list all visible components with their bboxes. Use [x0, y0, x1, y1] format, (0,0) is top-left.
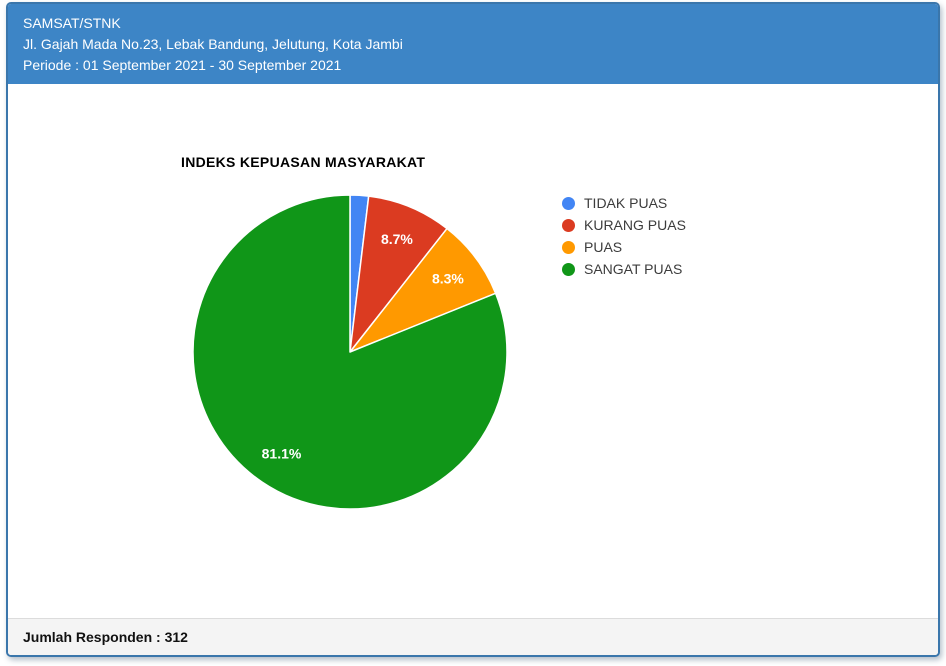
report-card: SAMSAT/STNK Jl. Gajah Mada No.23, Lebak …	[6, 2, 940, 657]
legend-item-tidak-puas: TIDAK PUAS	[562, 192, 686, 214]
legend-label: PUAS	[584, 239, 623, 255]
chart-title: INDEKS KEPUASAN MASYARAKAT	[181, 154, 426, 170]
pie-chart: 8.7% 8.3% 81.1%	[190, 192, 510, 512]
report-period: Periode : 01 September 2021 - 30 Septemb…	[23, 57, 342, 73]
pie-slice-sangat-puas[interactable]	[192, 194, 508, 510]
legend-item-puas: PUAS	[562, 236, 686, 258]
respondent-count: Jumlah Responden : 312	[23, 629, 188, 645]
pie-chart-svg: 8.7%8.3%81.1%	[192, 194, 508, 510]
legend-swatch	[562, 240, 575, 254]
legend-swatch	[562, 196, 575, 210]
chart-legend: TIDAK PUAS KURANG PUAS PUAS SANGAT PUAS	[562, 192, 686, 280]
legend-swatch	[562, 218, 575, 232]
legend-label: KURANG PUAS	[584, 217, 686, 233]
legend-label: TIDAK PUAS	[584, 195, 668, 211]
legend-item-sangat-puas: SANGAT PUAS	[562, 258, 686, 280]
service-address: Jl. Gajah Mada No.23, Lebak Bandung, Jel…	[23, 36, 403, 52]
legend-item-kurang-puas: KURANG PUAS	[562, 214, 686, 236]
chart-area: INDEKS KEPUASAN MASYARAKAT 8.7% 8.3% 81.1%…	[8, 84, 938, 618]
report-header: SAMSAT/STNK Jl. Gajah Mada No.23, Lebak …	[8, 4, 938, 84]
pie-slice-kurang-puas[interactable]	[349, 195, 448, 353]
report-footer: Jumlah Responden : 312	[8, 618, 938, 655]
legend-swatch	[562, 262, 575, 276]
service-name: SAMSAT/STNK	[23, 15, 121, 31]
legend-label: SANGAT PUAS	[584, 261, 683, 277]
